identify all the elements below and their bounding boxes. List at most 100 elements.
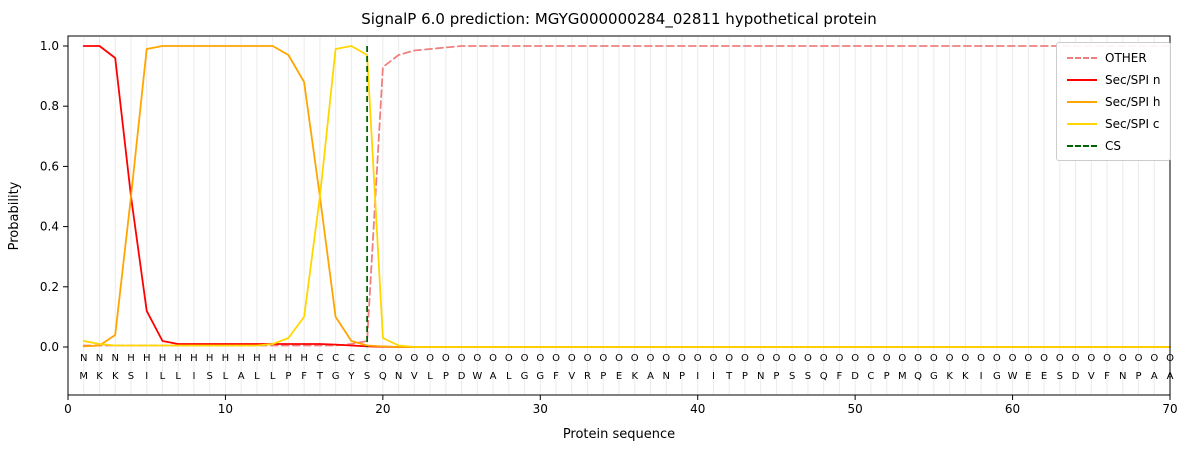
residue-letter: N bbox=[662, 371, 669, 382]
residue-letter: S bbox=[789, 371, 795, 382]
region-label: O bbox=[725, 353, 733, 364]
region-label: O bbox=[804, 353, 812, 364]
residue-letter: D bbox=[851, 371, 859, 382]
residue-letter: I bbox=[145, 371, 148, 382]
residue-letter: F bbox=[1104, 371, 1110, 382]
region-label: O bbox=[647, 353, 655, 364]
legend-label: Sec/SPI h bbox=[1105, 94, 1161, 109]
legend-label: OTHER bbox=[1105, 50, 1147, 65]
legend-item-cs: CS bbox=[1067, 139, 1160, 152]
region-label: H bbox=[190, 353, 198, 364]
residue-letter: A bbox=[1167, 371, 1174, 382]
region-label: O bbox=[410, 353, 418, 364]
region-label: C bbox=[332, 353, 339, 364]
y-tick-label: 0.4 bbox=[40, 220, 59, 234]
x-tick-label: 70 bbox=[1162, 402, 1177, 416]
residue-letter: A bbox=[647, 371, 654, 382]
residue-letter: S bbox=[805, 371, 811, 382]
residue-letter: F bbox=[301, 371, 307, 382]
residue-letter: M bbox=[79, 371, 88, 382]
region-label: O bbox=[1056, 353, 1064, 364]
y-axis-label: Probability bbox=[7, 181, 22, 250]
region-label: O bbox=[379, 353, 387, 364]
region-label: O bbox=[442, 353, 450, 364]
region-label: O bbox=[584, 353, 592, 364]
residue-letter: L bbox=[175, 371, 181, 382]
series-line-sec-spi-n bbox=[82, 45, 1171, 348]
region-label: O bbox=[552, 353, 560, 364]
region-label: O bbox=[1040, 353, 1048, 364]
chart-title: SignalP 6.0 prediction: MGYG000000284_02… bbox=[361, 10, 877, 29]
y-tick-label: 0.6 bbox=[40, 159, 59, 173]
region-label: O bbox=[1150, 353, 1158, 364]
residue-letter: Y bbox=[347, 371, 355, 382]
residue-letter: V bbox=[1088, 371, 1095, 382]
region-label: O bbox=[678, 353, 686, 364]
region-label: O bbox=[489, 353, 497, 364]
residue-letter: S bbox=[207, 371, 213, 382]
residue-letter: D bbox=[1072, 371, 1080, 382]
residue-letter: P bbox=[884, 371, 890, 382]
residue-letter: L bbox=[254, 371, 260, 382]
x-tick-label: 40 bbox=[690, 402, 705, 416]
region-label: O bbox=[1103, 353, 1111, 364]
residue-letter: I bbox=[696, 371, 699, 382]
region-label: O bbox=[1072, 353, 1080, 364]
plot-frame bbox=[67, 35, 1171, 396]
legend-line-sample bbox=[1067, 122, 1097, 125]
x-tick-label: 10 bbox=[218, 402, 233, 416]
region-label: H bbox=[285, 353, 293, 364]
region-label: O bbox=[1009, 353, 1017, 364]
region-label: O bbox=[757, 353, 765, 364]
region-label: O bbox=[867, 353, 875, 364]
legend-line-sample bbox=[1067, 56, 1097, 59]
y-tick-label: 0.2 bbox=[40, 280, 59, 294]
residue-letter: L bbox=[270, 371, 276, 382]
legend-box: OTHER Sec/SPI n Sec/SPI h Sec/SPI c CS bbox=[1056, 42, 1172, 161]
region-label: O bbox=[930, 353, 938, 364]
residue-letter: V bbox=[568, 371, 575, 382]
x-tick-label: 60 bbox=[1005, 402, 1020, 416]
region-label: O bbox=[977, 353, 985, 364]
x-tick-label: 20 bbox=[375, 402, 390, 416]
residue-letter: F bbox=[837, 371, 843, 382]
residue-letter: I bbox=[712, 371, 715, 382]
residue-letter: N bbox=[757, 371, 764, 382]
residue-letter: A bbox=[238, 371, 245, 382]
legend-label: Sec/SPI n bbox=[1105, 72, 1161, 87]
region-label: O bbox=[1119, 353, 1127, 364]
residue-letter: G bbox=[930, 371, 938, 382]
residue-letter: P bbox=[1135, 371, 1141, 382]
series-line-other bbox=[82, 45, 1171, 347]
region-label: O bbox=[395, 353, 403, 364]
legend-line-sample bbox=[1067, 78, 1097, 81]
region-label: O bbox=[710, 353, 718, 364]
residue-letter: K bbox=[962, 371, 969, 382]
region-label: O bbox=[851, 353, 859, 364]
region-label: O bbox=[662, 353, 670, 364]
region-label: C bbox=[348, 353, 355, 364]
region-label: O bbox=[536, 353, 544, 364]
residue-letter: S bbox=[364, 371, 370, 382]
region-label: O bbox=[898, 353, 906, 364]
legend-line-sample bbox=[1067, 144, 1097, 147]
region-label: O bbox=[631, 353, 639, 364]
region-label: O bbox=[820, 353, 828, 364]
region-label: H bbox=[143, 353, 151, 364]
region-label: O bbox=[615, 353, 623, 364]
region-label: O bbox=[458, 353, 466, 364]
plot-border bbox=[67, 35, 1171, 396]
residue-letter: K bbox=[631, 371, 638, 382]
legend-label: Sec/SPI c bbox=[1105, 116, 1160, 131]
region-label: N bbox=[111, 353, 118, 364]
residue-letter: L bbox=[427, 371, 433, 382]
x-tick-label: 30 bbox=[533, 402, 548, 416]
residue-letter: D bbox=[458, 371, 466, 382]
region-label: O bbox=[1135, 353, 1143, 364]
legend-line-sample bbox=[1067, 100, 1097, 103]
residue-letter: E bbox=[1041, 371, 1047, 382]
series-lines bbox=[82, 45, 1171, 348]
region-label: N bbox=[80, 353, 87, 364]
residue-letter: M bbox=[898, 371, 907, 382]
